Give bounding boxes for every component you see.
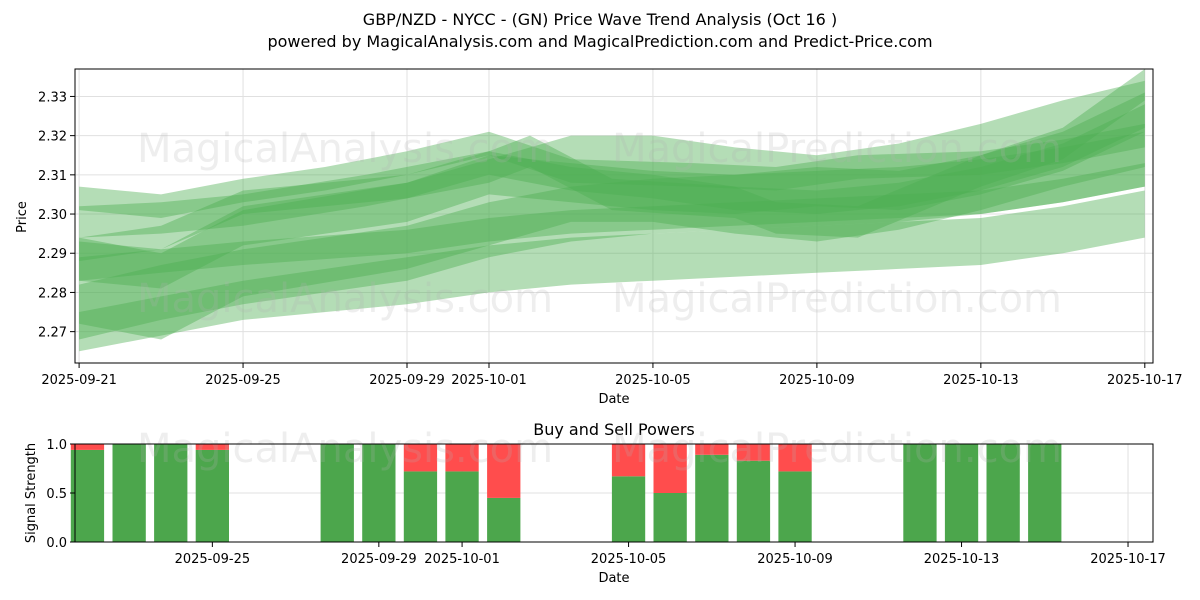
price-y-tick-label: 2.29 <box>38 247 67 262</box>
watermark-analysis-signal: MagicalAnalysis.com <box>137 426 553 472</box>
sell-bar <box>778 444 812 472</box>
buy-bar <box>112 444 146 542</box>
sell-bar <box>736 444 771 461</box>
price-band-8 <box>79 123 1145 218</box>
buy-bar <box>403 471 438 542</box>
buy-bar <box>445 471 479 542</box>
signal-y-tick-label: 0.5 <box>46 487 67 502</box>
watermark-prediction-bottom: MagicalPrediction.com <box>612 276 1062 322</box>
price-x-ticks: 2025-09-21 2025-09-25 2025-09-29 2025-10-01… <box>41 363 1183 388</box>
price-band-1 <box>79 190 1145 352</box>
sell-bar <box>653 444 687 493</box>
buy-bar <box>195 449 229 542</box>
buy-bar <box>986 444 1020 542</box>
price-y-label: Price <box>15 201 30 233</box>
watermark-analysis-top: MagicalAnalysis.com <box>137 126 553 172</box>
sell-bar <box>695 444 729 455</box>
price-y-tick-label: 2.30 <box>38 208 67 223</box>
price-x-tick-label: 2025-10-13 <box>943 373 1019 388</box>
price-panel: MagicalAnalysis.com MagicalPrediction.co… <box>15 68 1183 407</box>
price-x-tick-label: 2025-10-05 <box>615 373 691 388</box>
chart-title: GBP/NZD - NYCC - (GN) Price Wave Trend A… <box>363 10 837 29</box>
buy-bar <box>320 444 354 542</box>
buy-bar <box>1028 444 1062 542</box>
price-y-ticks: 2.27 2.28 2.29 2.30 2.31 2.32 2.33 <box>38 90 75 341</box>
price-x-label: Date <box>598 392 629 407</box>
signal-x-tick-label: 2025-09-29 <box>341 552 417 567</box>
price-x-tick-label: 2025-10-09 <box>779 373 855 388</box>
price-y-tick-label: 2.27 <box>38 326 67 341</box>
buy-bar <box>903 444 937 542</box>
sell-bar <box>611 444 646 477</box>
price-bands <box>79 69 1145 352</box>
sell-bar <box>487 444 521 498</box>
sell-bar <box>445 444 479 472</box>
price-y-tick-label: 2.31 <box>38 169 67 184</box>
sell-bar <box>403 444 438 472</box>
price-band-6 <box>79 131 1145 340</box>
signal-y-ticks: 0.0 0.5 1.0 <box>46 438 75 551</box>
price-band-3 <box>79 104 1145 262</box>
signal-panel: Buy and Sell Powers MagicalAnalysis.com … <box>24 420 1166 586</box>
chart-subtitle: powered by MagicalAnalysis.com and Magic… <box>267 32 932 51</box>
buy-bar <box>362 444 396 542</box>
price-band-4 <box>79 80 1145 340</box>
buy-bar <box>154 444 188 542</box>
price-x-tick-label: 2025-09-29 <box>369 373 445 388</box>
signal-x-tick-label: 2025-09-25 <box>175 552 251 567</box>
price-band-2 <box>79 163 1145 281</box>
signal-y-tick-label: 1.0 <box>46 438 67 453</box>
buy-bar <box>736 460 771 542</box>
price-y-tick-label: 2.32 <box>38 130 67 145</box>
signal-bars <box>70 444 1062 542</box>
watermark-prediction-top: MagicalPrediction.com <box>612 126 1062 172</box>
sell-bar <box>195 444 229 450</box>
price-x-tick-label: 2025-10-17 <box>1107 373 1183 388</box>
signal-y-label: Signal Strength <box>24 443 39 543</box>
watermark-analysis-bottom: MagicalAnalysis.com <box>137 276 553 322</box>
buy-bar <box>944 444 979 542</box>
price-grid <box>75 69 1153 363</box>
buy-bar <box>695 454 729 542</box>
price-x-tick-label: 2025-10-01 <box>451 373 527 388</box>
signal-x-tick-label: 2025-10-17 <box>1090 552 1166 567</box>
price-band-5 <box>79 92 1145 289</box>
watermark-prediction-signal: MagicalPrediction.com <box>612 426 1062 472</box>
price-y-tick-label: 2.28 <box>38 286 67 301</box>
signal-x-tick-label: 2025-10-05 <box>591 552 667 567</box>
signal-x-ticks: 2025-09-25 2025-09-29 2025-10-01 2025-10-05… <box>175 542 1166 567</box>
signal-y-tick-label: 0.0 <box>46 536 67 551</box>
price-band-7 <box>79 69 1145 238</box>
price-x-tick-label: 2025-09-21 <box>41 373 117 388</box>
signal-x-tick-label: 2025-10-13 <box>924 552 1000 567</box>
signal-x-tick-label: 2025-10-09 <box>757 552 833 567</box>
price-plot-frame <box>74 68 1154 364</box>
signal-x-tick-label: 2025-10-01 <box>424 552 500 567</box>
buy-bar <box>70 449 105 542</box>
buy-bar <box>487 497 521 542</box>
buy-bar <box>611 476 646 542</box>
sell-bar <box>70 444 105 450</box>
buy-bar <box>653 493 687 542</box>
price-x-tick-label: 2025-09-25 <box>205 373 281 388</box>
price-y-tick-label: 2.33 <box>38 90 67 105</box>
signal-title: Buy and Sell Powers <box>533 420 695 439</box>
signal-x-label: Date <box>598 571 629 586</box>
buy-bar <box>778 471 812 542</box>
